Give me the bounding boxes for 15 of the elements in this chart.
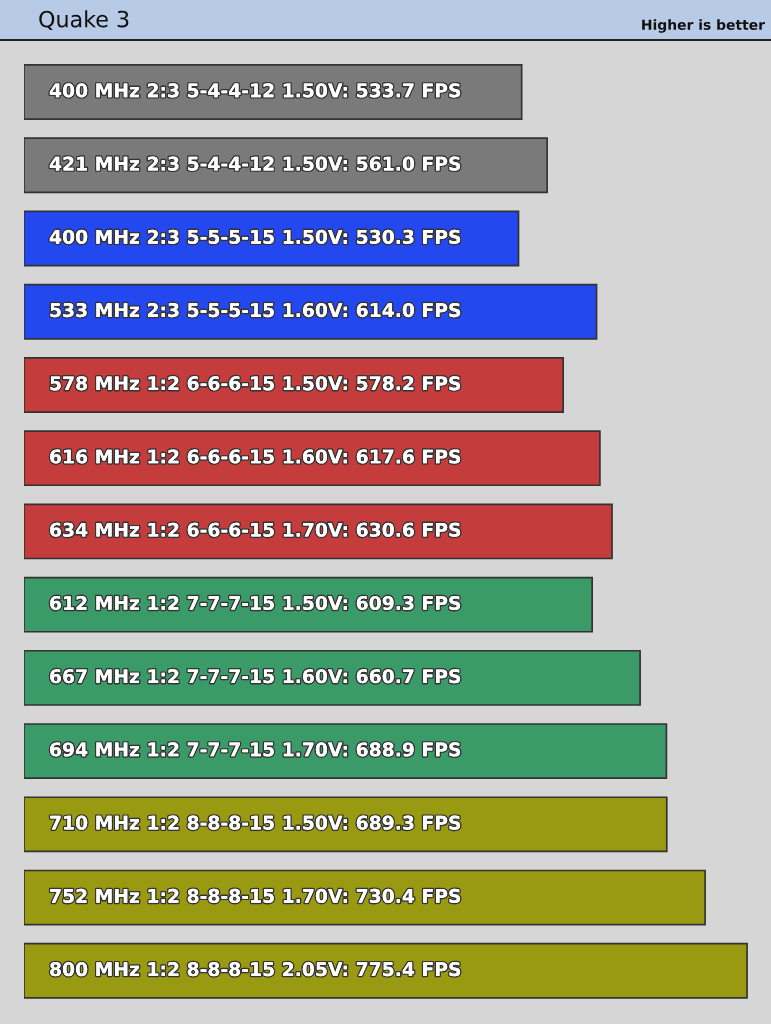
- data-label: 800 MHz 1:2 8-8-8-15 2.05V: 775.4 FPS: [50, 962, 461, 977]
- data-label: 616 MHz 1:2 6-6-6-15 1.60V: 617.6 FPS: [50, 449, 461, 464]
- data-label: 578 MHz 1:2 6-6-6-15 1.50V: 578.2 FPS: [50, 376, 461, 391]
- data-label: 710 MHz 1:2 8-8-8-15 1.50V: 689.3 FPS: [50, 815, 461, 830]
- annotation: Higher is better: [642, 19, 765, 33]
- data-label: 400 MHz 2:3 5-5-5-15 1.50V: 530.3 FPS: [49, 229, 461, 244]
- chart-title: Quake 3: [39, 10, 129, 30]
- data-label: 752 MHz 1:2 8-8-8-15 1.70V: 730.4 FPS: [50, 888, 461, 904]
- data-label: 400 MHz 2:3 5-4-4-12 1.50V: 533.7 FPS: [49, 83, 461, 98]
- data-label: 667 MHz 1:2 7-7-7-15 1.60V: 660.7 FPS: [50, 669, 461, 684]
- data-label: 612 MHz 1:2 7-7-7-15 1.50V: 609.3 FPS: [50, 595, 461, 611]
- data-label: 421 MHz 2:3 5-4-4-12 1.50V: 561.0 FPS: [49, 156, 461, 171]
- data-label: 634 MHz 1:2 6-6-6-15 1.70V: 630.6 FPS: [50, 522, 461, 537]
- data-label: 533 MHz 2:3 5-5-5-15 1.60V: 614.0 FPS: [50, 302, 461, 318]
- data-label: 694 MHz 1:2 7-7-7-15 1.70V: 688.9 FPS: [50, 742, 461, 757]
